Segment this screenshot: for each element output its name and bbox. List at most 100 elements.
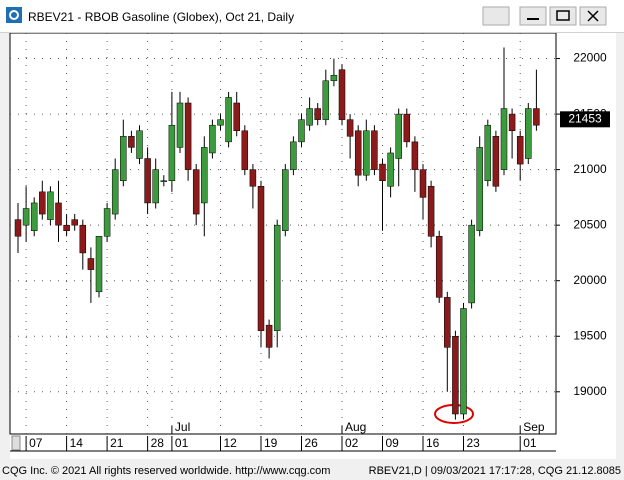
y-tick-label: 20000	[573, 273, 607, 287]
x-tick-label: 02	[345, 436, 359, 450]
candle-body	[533, 108, 540, 126]
candle-body	[476, 147, 483, 231]
x-tick-label: 26	[305, 436, 319, 450]
footer-info: RBEV21,D | 09/03/2021 17:17:28, CQG 21.1…	[368, 465, 621, 477]
footer-copyright: CQG Inc. © 2021 All rights reserved worl…	[2, 465, 331, 477]
chart: 1900019500200002050021000215002200007142…	[9, 33, 616, 459]
chart-background	[10, 33, 616, 459]
x-tick-label: 23	[467, 436, 481, 450]
candle-body	[201, 147, 208, 204]
x-tick-label: 21	[110, 436, 124, 450]
candle-body	[290, 141, 297, 170]
title-bar: RBEV21 - RBOB Gasoline (Globex), Oct 21,…	[0, 0, 624, 33]
candle-body	[144, 158, 151, 204]
candle-body	[403, 113, 411, 143]
candle-body	[273, 224, 281, 331]
y-tick-label: 19500	[573, 328, 607, 342]
candle-body	[354, 130, 362, 176]
candle-body	[452, 335, 459, 415]
candle-body	[184, 102, 192, 170]
candle-body	[160, 180, 168, 182]
candle-body	[225, 97, 232, 143]
candle-body	[30, 202, 38, 231]
candle-body	[233, 102, 240, 132]
candle-body	[346, 119, 354, 137]
candle-body	[120, 136, 127, 181]
x-tick-label: 07	[29, 436, 43, 450]
candle-body	[435, 236, 443, 298]
candle-body	[314, 108, 321, 120]
y-tick-label: 21000	[573, 162, 607, 176]
candle-body	[22, 208, 30, 226]
plot-border	[9, 33, 557, 435]
candle-body	[395, 113, 402, 159]
candle-body	[47, 191, 54, 220]
last-price-label: 21453	[568, 111, 602, 125]
candle-body	[371, 130, 378, 170]
window-title: RBEV21 - RBOB Gasoline (Globex), Oct 21,…	[28, 10, 295, 24]
candle-body	[363, 130, 370, 176]
candle-body	[79, 224, 87, 254]
candle-body	[468, 224, 475, 304]
candle-body	[55, 202, 62, 226]
candle-body	[63, 224, 70, 231]
candle-body	[168, 124, 176, 181]
candle-body	[419, 169, 427, 198]
candle-body	[484, 124, 492, 181]
candle-body	[508, 113, 516, 132]
candle-body	[306, 108, 313, 126]
y-tick-label: 22000	[573, 51, 607, 65]
y-tick-label: 19000	[573, 384, 607, 398]
candle-body	[525, 108, 532, 159]
y-tick-label: 20500	[573, 217, 607, 231]
candle-body	[298, 119, 305, 143]
month-label: Aug	[345, 420, 366, 434]
x-tick-label: 28	[151, 436, 165, 450]
candle-body	[257, 186, 265, 331]
candle-body	[87, 258, 95, 270]
candle-body	[492, 136, 500, 187]
candle-body	[500, 108, 508, 170]
x-tick-label: 16	[426, 436, 440, 450]
candle-body	[516, 136, 524, 165]
candle-body	[265, 324, 273, 348]
last-price-box	[560, 111, 610, 128]
candle-body	[330, 74, 338, 82]
candle-body	[176, 102, 184, 148]
candle-body	[192, 169, 200, 215]
candle-body	[14, 219, 22, 237]
x-tick-label: 09	[386, 436, 400, 450]
candle-body	[39, 191, 46, 215]
x-tick-label: 01	[523, 436, 537, 450]
candle-body	[152, 169, 159, 204]
month-label: Sep	[523, 420, 545, 434]
app-icon	[6, 7, 22, 23]
x-tick-label: 19	[264, 436, 278, 450]
month-label: Jul	[175, 420, 190, 434]
x-tick-label: 12	[224, 436, 238, 450]
candle-body	[217, 119, 224, 126]
candle-body	[460, 308, 467, 415]
x-tick-label: 01	[175, 436, 189, 450]
candle-body	[338, 69, 346, 120]
candle-body	[128, 136, 135, 148]
candle-body	[209, 124, 216, 154]
candle-body	[282, 169, 289, 231]
scroll-handle[interactable]	[11, 435, 21, 451]
candle-body	[444, 297, 451, 348]
candle-body	[322, 80, 330, 120]
x-tick-label: 14	[70, 436, 84, 450]
candle-body	[387, 152, 394, 187]
candle-body	[95, 236, 103, 293]
candle-body	[103, 208, 111, 237]
candle-body	[249, 169, 257, 187]
candle-body	[379, 163, 386, 181]
candle-body	[427, 186, 435, 237]
window-buttons[interactable]	[482, 5, 622, 29]
candle-body	[241, 130, 249, 170]
candle-body	[111, 169, 119, 215]
candle-body	[136, 130, 143, 159]
candle-body	[71, 219, 78, 226]
candle-body	[411, 141, 419, 170]
